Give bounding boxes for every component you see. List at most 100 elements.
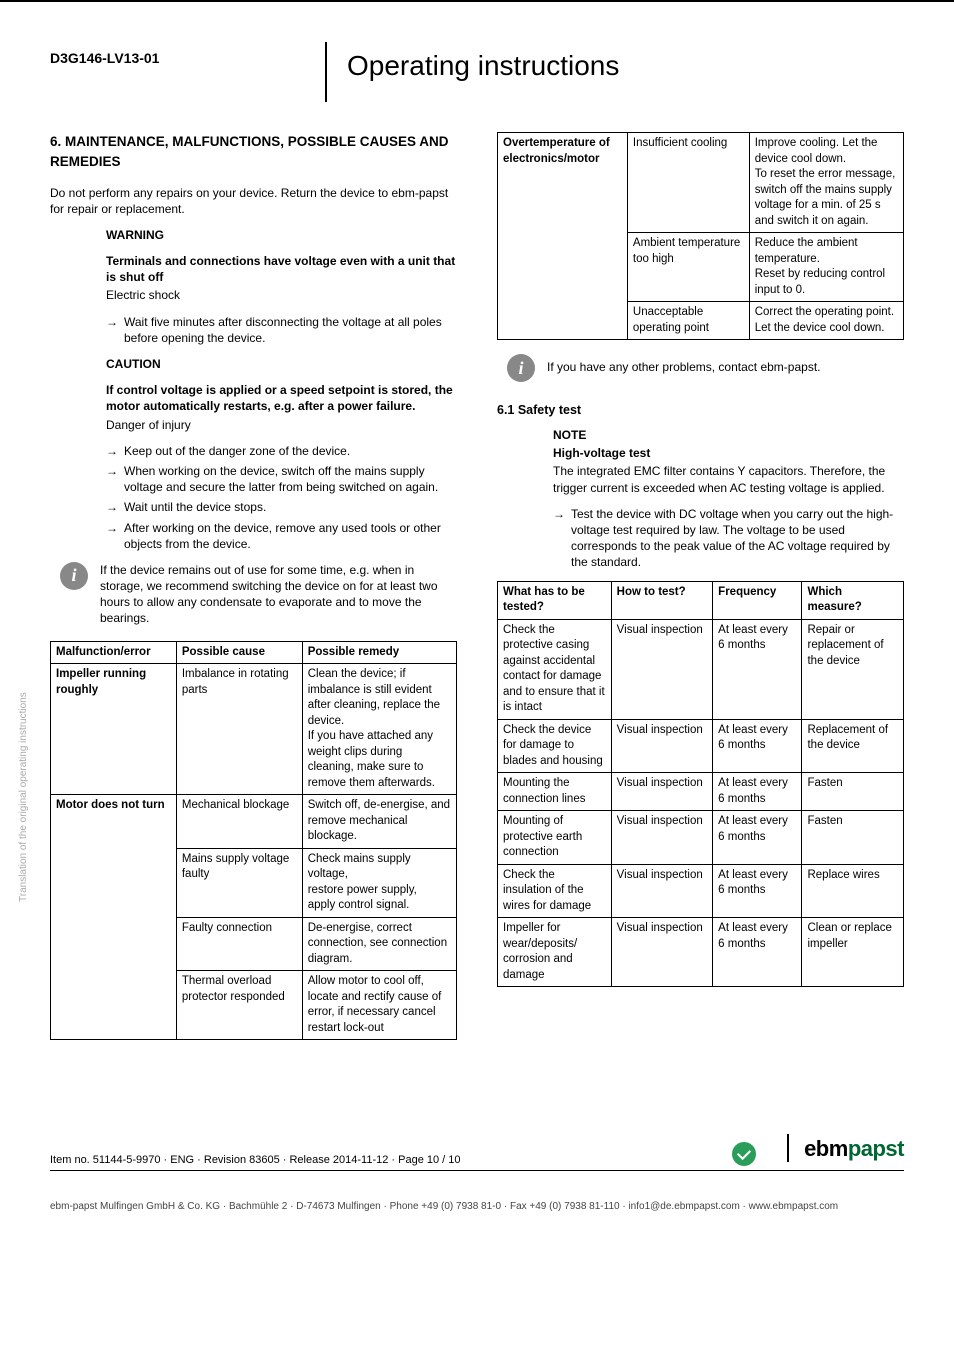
table-header: Frequency <box>713 581 802 619</box>
note-label: NOTE <box>553 427 904 443</box>
table-cell: Overtemperature of electronics/motor <box>498 133 628 340</box>
info-icon: i <box>60 562 88 590</box>
table-cell: Impeller for wear/deposits/ corrosion an… <box>498 918 612 987</box>
note-block: NOTE High-voltage test The integrated EM… <box>553 427 904 571</box>
table-row: Overtemperature of electronics/motor Ins… <box>498 133 904 233</box>
info-note-1: i If the device remains out of use for s… <box>50 562 457 627</box>
table-row: Check the protective casing against acci… <box>498 619 904 719</box>
table-row: Mounting the connection linesVisual insp… <box>498 773 904 811</box>
table-cell: Switch off, de-energise, and remove mech… <box>302 795 456 849</box>
table-cell: Mains supply voltage faulty <box>176 848 302 917</box>
note-list: Test the device with DC voltage when you… <box>553 506 904 571</box>
caution-bold: If control voltage is applied or a speed… <box>106 383 453 413</box>
table-header: Possible cause <box>176 641 302 664</box>
table-cell: Reduce the ambient temperature. Reset by… <box>749 233 903 302</box>
table-row: Motor does not turn Mechanical blockage … <box>51 795 457 849</box>
caution-block: CAUTION If control voltage is applied or… <box>106 356 457 552</box>
footer-top: Item no. 51144-5-9970 · ENG · Revision 8… <box>50 1134 904 1170</box>
info-icon: i <box>507 354 535 382</box>
logo-ebm: ebm <box>804 1136 848 1161</box>
table-row: Check the insulation of the wires for da… <box>498 864 904 918</box>
table-cell: Allow motor to cool off, locate and rect… <box>302 971 456 1040</box>
table-cell: Replace wires <box>802 864 904 918</box>
table-cell: Insufficient cooling <box>627 133 749 233</box>
table-cell: At least every 6 months <box>713 864 802 918</box>
table-cell: Visual inspection <box>611 773 713 811</box>
ebmpapst-logo: ebmpapst <box>804 1136 904 1161</box>
caution-list: Keep out of the danger zone of the devic… <box>106 443 457 552</box>
table-cell: Visual inspection <box>611 619 713 719</box>
header-divider <box>325 42 327 102</box>
caution-item: After working on the device, remove any … <box>106 520 457 552</box>
table-cell: Check the insulation of the wires for da… <box>498 864 612 918</box>
note-text: The integrated EMC filter contains Y cap… <box>553 463 904 495</box>
info-note-2: i If you have any other problems, contac… <box>497 354 904 382</box>
table-cell: Motor does not turn <box>51 795 177 1040</box>
table-cell: Replacement of the device <box>802 719 904 773</box>
table-cell: At least every 6 months <box>713 719 802 773</box>
warning-list: Wait five minutes after disconnecting th… <box>106 314 457 346</box>
table-cell: Clean or replace impeller <box>802 918 904 987</box>
footer-divider <box>787 1134 789 1162</box>
safety-heading: 6.1 Safety test <box>497 402 904 419</box>
table-cell: Fasten <box>802 773 904 811</box>
table-cell: De-energise, correct connection, see con… <box>302 917 456 971</box>
overtemp-table: Overtemperature of electronics/motor Ins… <box>497 132 904 340</box>
table-cell: Mechanical blockage <box>176 795 302 849</box>
table-cell: Mounting of protective earth connection <box>498 811 612 865</box>
page: Translation of the original operating in… <box>0 0 954 1191</box>
table-cell: At least every 6 months <box>713 619 802 719</box>
warning-block: WARNING Terminals and connections have v… <box>106 227 457 346</box>
note-item: Test the device with DC voltage when you… <box>553 506 904 571</box>
table-header: What has to be tested? <box>498 581 612 619</box>
table-cell: Visual inspection <box>611 719 713 773</box>
doc-id: D3G146-LV13-01 <box>50 42 325 66</box>
safety-test-table: What has to be tested? How to test? Freq… <box>497 581 904 988</box>
table-cell: At least every 6 months <box>713 918 802 987</box>
table-cell: Check mains supply voltage, restore powe… <box>302 848 456 917</box>
table-cell: At least every 6 months <box>713 811 802 865</box>
caution-item: When working on the device, switch off t… <box>106 463 457 495</box>
warning-label: WARNING <box>106 227 457 243</box>
table-cell: Visual inspection <box>611 918 713 987</box>
malfunction-table: Malfunction/error Possible cause Possibl… <box>50 641 457 1041</box>
side-rotated-text: Translation of the original operating in… <box>18 692 29 902</box>
table-header: Which measure? <box>802 581 904 619</box>
table-header: How to test? <box>611 581 713 619</box>
table-cell: Check the device for damage to blades an… <box>498 719 612 773</box>
footer-meta: Item no. 51144-5-9970 · ENG · Revision 8… <box>50 1154 461 1166</box>
table-cell: Visual inspection <box>611 811 713 865</box>
logo-papst: papst <box>848 1136 904 1161</box>
table-cell: Mounting the connection lines <box>498 773 612 811</box>
table-cell: Correct the operating point. Let the dev… <box>749 302 903 340</box>
table-cell: Repair or replacement of the device <box>802 619 904 719</box>
table-cell: Faulty connection <box>176 917 302 971</box>
two-column-layout: 6. MAINTENANCE, MALFUNCTIONS, POSSIBLE C… <box>50 132 904 1054</box>
page-title: Operating instructions <box>347 42 619 82</box>
table-cell: Imbalance in rotating parts <box>176 664 302 795</box>
info-text: If the device remains out of use for som… <box>100 562 457 627</box>
green-badge-icon <box>732 1142 756 1166</box>
footer-logo-group: ebmpapst <box>732 1134 904 1165</box>
right-column: Overtemperature of electronics/motor Ins… <box>497 132 904 1054</box>
table-cell: Clean the device; if imbalance is still … <box>302 664 456 795</box>
table-cell: Unacceptable operating point <box>627 302 749 340</box>
table-cell: Visual inspection <box>611 864 713 918</box>
footer-bottom: ebm-papst Mulfingen GmbH & Co. KG · Bach… <box>0 1191 954 1226</box>
table-row: Check the device for damage to blades an… <box>498 719 904 773</box>
caution-label: CAUTION <box>106 356 457 372</box>
table-cell: Check the protective casing against acci… <box>498 619 612 719</box>
table-cell: At least every 6 months <box>713 773 802 811</box>
table-header: Possible remedy <box>302 641 456 664</box>
table-cell: Thermal overload protector responded <box>176 971 302 1040</box>
section-heading: 6. MAINTENANCE, MALFUNCTIONS, POSSIBLE C… <box>50 132 457 173</box>
note-bold: High-voltage test <box>553 446 650 460</box>
table-header: Malfunction/error <box>51 641 177 664</box>
table-row: Impeller for wear/deposits/ corrosion an… <box>498 918 904 987</box>
caution-line: Danger of injury <box>106 417 457 433</box>
table-row: Impeller running roughly Imbalance in ro… <box>51 664 457 795</box>
page-header: D3G146-LV13-01 Operating instructions <box>50 42 904 102</box>
table-cell: Improve cooling. Let the device cool dow… <box>749 133 903 233</box>
warning-bold: Terminals and connections have voltage e… <box>106 254 455 284</box>
left-column: 6. MAINTENANCE, MALFUNCTIONS, POSSIBLE C… <box>50 132 457 1054</box>
